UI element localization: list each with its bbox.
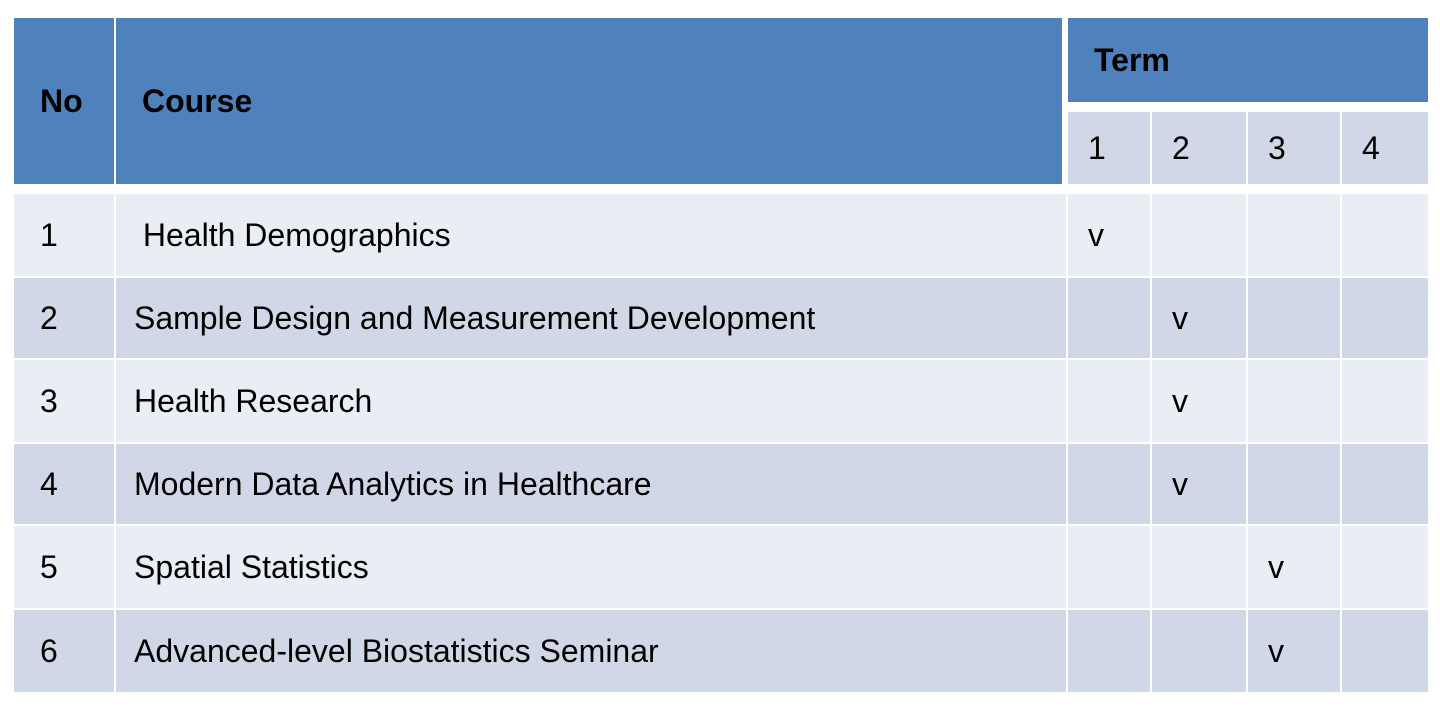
term-mark-2 xyxy=(1152,194,1246,276)
row-course: Sample Design and Measurement Developmen… xyxy=(116,278,1066,358)
term-mark-3 xyxy=(1248,360,1340,442)
row-course: Health Research xyxy=(116,360,1066,442)
term-mark-3 xyxy=(1248,194,1340,276)
term-mark-2: v xyxy=(1152,444,1246,524)
term-header-4: 4 xyxy=(1342,112,1428,184)
row-course: Health Demographics xyxy=(116,194,1066,276)
term-mark-4 xyxy=(1342,610,1428,692)
term-mark-1 xyxy=(1068,444,1150,524)
term-mark-4 xyxy=(1342,526,1428,608)
row-no: 1 xyxy=(14,194,114,276)
row-course: Advanced-level Biostatistics Seminar xyxy=(116,610,1066,692)
term-mark-1 xyxy=(1068,278,1150,358)
term-mark-3: v xyxy=(1248,610,1340,692)
row-no: 5 xyxy=(14,526,114,608)
term-mark-1 xyxy=(1068,360,1150,442)
term-mark-4 xyxy=(1342,194,1428,276)
term-header-3: 3 xyxy=(1248,112,1340,184)
term-mark-2 xyxy=(1152,610,1246,692)
term-mark-2: v xyxy=(1152,360,1246,442)
term-mark-3 xyxy=(1248,444,1340,524)
term-mark-1 xyxy=(1068,526,1150,608)
row-no: 6 xyxy=(14,610,114,692)
header-course: Course xyxy=(116,18,1062,184)
term-header-2: 2 xyxy=(1152,112,1246,184)
header-no: No xyxy=(14,18,114,184)
term-mark-3 xyxy=(1248,278,1340,358)
term-mark-4 xyxy=(1342,360,1428,442)
row-no: 2 xyxy=(14,278,114,358)
row-course: Modern Data Analytics in Healthcare xyxy=(116,444,1066,524)
term-mark-2: v xyxy=(1152,278,1246,358)
header-term: Term xyxy=(1068,18,1428,102)
term-mark-1: v xyxy=(1068,194,1150,276)
term-mark-2 xyxy=(1152,526,1246,608)
row-no: 4 xyxy=(14,444,114,524)
row-course: Spatial Statistics xyxy=(116,526,1066,608)
row-no: 3 xyxy=(14,360,114,442)
term-mark-3: v xyxy=(1248,526,1340,608)
term-mark-1 xyxy=(1068,610,1150,692)
term-mark-4 xyxy=(1342,278,1428,358)
term-header-1: 1 xyxy=(1068,112,1150,184)
term-mark-4 xyxy=(1342,444,1428,524)
